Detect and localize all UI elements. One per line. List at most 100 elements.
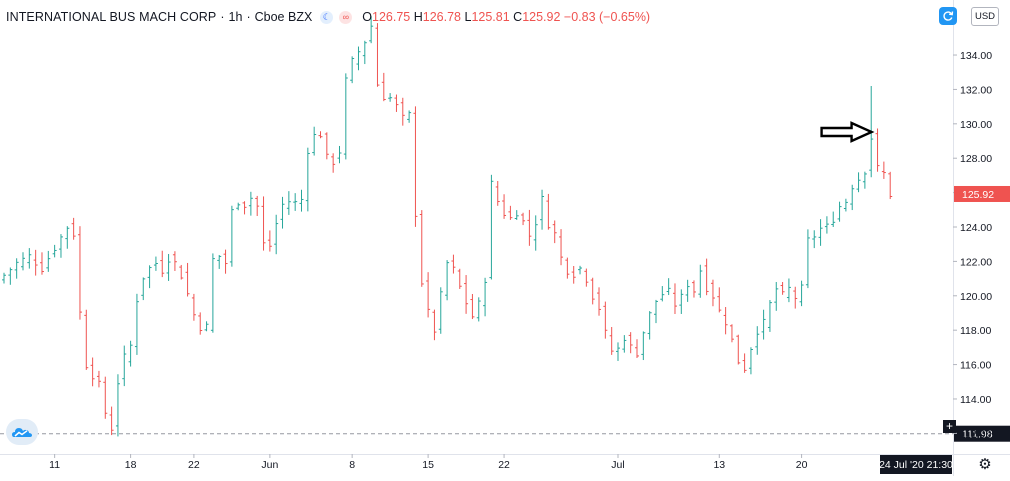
ohlc-bar [875,128,880,172]
ohlc-bar [77,226,82,320]
ohlc-bar [153,256,158,271]
crosshair-price-label-bg [954,425,1010,442]
ohlc-bar [628,332,633,354]
ohlc-bar [729,324,734,343]
legend-separator: · [246,10,251,24]
ohlc-bar [185,262,190,297]
ohlc-bar [248,191,253,216]
ohlc-bar [65,226,70,249]
ohlc-bar [394,94,399,112]
ohlc-bar [653,299,658,324]
ohlc-bar [337,145,342,164]
ohlc-bar [818,219,823,246]
chart-legend: INTERNATIONAL BUS MACH CORP · 1h · Cboe … [6,7,650,27]
ohlc-bar [172,251,177,271]
ohlc-bar [445,260,450,301]
ohlc-bar [286,191,291,215]
ohlc-bar [685,279,690,302]
x-tick-label: 18 [125,459,137,471]
cloud-icon [12,428,32,437]
gear-icon[interactable]: ⚙ [978,456,992,473]
tradingview-logo-icon[interactable] [6,419,38,445]
ohlc-bar [242,201,247,215]
currency-button[interactable]: USD [971,7,999,26]
ohlc-bar [704,258,709,296]
ohlc-bar [824,216,829,234]
ohlc-bar [761,309,766,340]
ohlc-bar [261,196,266,251]
ohlc-bar [160,250,165,278]
ohlc-bar [33,249,38,276]
ohlc-bar [590,277,595,305]
low-value: 125.81 [471,10,510,24]
ohlc-bar [666,278,671,296]
auto-scale-button[interactable] [939,7,957,25]
ohlc-bar [571,266,576,284]
ohlc-bar [527,209,532,246]
ohlc-bar [236,202,241,211]
legend-symbol[interactable]: INTERNATIONAL BUS MACH CORP [6,10,217,24]
ohlc-bar [147,265,152,289]
time-scale[interactable]: 11 18 22 Jun 8 15 22 Jul 13 20 [49,454,808,471]
ohlc-bar [134,293,139,355]
crosshair: 111.98 24 Jul '20 21:30 [0,425,1010,474]
ohlc-bar [774,281,779,311]
ohlc-bar [451,254,456,274]
ohlc-bar [375,23,380,87]
ohlc-bar [20,252,25,271]
add-alert-plus-icon[interactable]: + [943,420,956,433]
y-tick-label: 130.00 [960,119,992,131]
ohlc-bar [521,212,526,226]
x-tick-label: Jun [261,459,278,471]
moon-icon[interactable]: ☾ [320,10,334,24]
ohlc-bar [502,194,507,219]
ohlc-bar [672,283,677,315]
ohlc-bar [508,205,513,220]
ohlc-bar [584,268,589,287]
x-tick-label: 8 [349,459,355,471]
open-value: 126.75 [372,10,411,24]
ohlc-bar [115,374,120,437]
ohlc-bar [381,72,386,102]
ohlc-bar [552,220,557,244]
ohlc-bar [413,106,418,227]
y-tick-label: 122.00 [960,256,992,268]
ohlc-bar [191,293,196,321]
ohlc-bar [299,189,304,212]
legend-exchange: Cboe BZX [254,10,313,24]
ohlc-bar [660,286,665,302]
arrow-right-icon [820,121,875,143]
ohlc-bar [166,253,171,281]
x-tick-label: 13 [713,459,725,471]
ohlc-bar [400,97,405,126]
ohlc-bar [767,300,772,332]
y-tick-label: 124.00 [960,222,992,234]
ohlc-bar [603,301,608,339]
ohlc-bar [723,307,728,335]
ohlc-bar [343,73,348,160]
open-key: O [362,10,373,24]
ohlc-bar [578,265,583,275]
infinity-icon[interactable]: ∞ [339,10,353,24]
ohlc-bar [407,110,412,123]
ohlc-bar [514,210,519,220]
y-tick-label: 128.00 [960,153,992,165]
crosshair-price-label: 111.98 [962,429,993,441]
price-scale[interactable]: 134.00132.00130.00128.00126.00124.00122.… [953,50,1010,440]
ohlc-bar [293,193,298,211]
ohlc-bar [426,272,431,318]
ohlc-bar [141,277,146,301]
ohlc-bar [831,211,836,227]
ohlc-bar [476,297,481,322]
ohlc-bar [495,181,500,206]
ohlc-bar [84,309,89,370]
y-tick-label: 118.00 [960,325,991,337]
ohlc-bar [274,214,279,255]
ohlc-bar [647,311,652,340]
legend-interval[interactable]: 1h [228,10,243,24]
ohlc-bar [748,347,753,375]
ohlc-bar [698,264,703,298]
ohlc-bar [109,406,114,436]
